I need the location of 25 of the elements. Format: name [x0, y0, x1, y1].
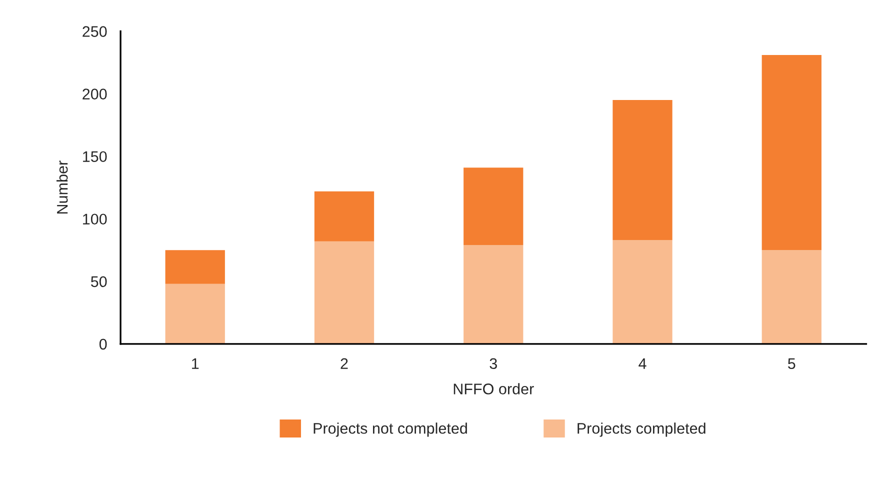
bar — [464, 168, 524, 246]
bar — [314, 241, 374, 344]
bar — [464, 245, 524, 344]
bar — [762, 55, 822, 250]
bar — [762, 250, 822, 344]
x-tick-label: 4 — [638, 358, 646, 369]
y-tick-label: 200 — [82, 88, 107, 100]
legend-label: Projects completed — [578, 422, 706, 437]
y-tick-label: 0 — [99, 338, 107, 350]
x-tick-label: 5 — [788, 358, 796, 370]
y-tick-label: 250 — [82, 26, 107, 37]
y-tick-label: 100 — [83, 214, 107, 225]
bar — [612, 240, 672, 344]
x-tick-label: 3 — [490, 358, 497, 370]
y-tick-label: 50 — [90, 276, 107, 288]
bar — [612, 100, 672, 240]
legend-label: Projects not completed — [314, 422, 467, 437]
x-axis-title: NFFO order — [454, 383, 534, 394]
y-tick-label: 150 — [83, 151, 107, 162]
bar — [165, 250, 225, 284]
y-axis-title: Number — [56, 160, 68, 214]
x-tick-label: 2 — [340, 358, 348, 369]
x-tick-label: 1 — [192, 358, 199, 369]
bar — [165, 284, 225, 344]
bar — [314, 191, 374, 242]
